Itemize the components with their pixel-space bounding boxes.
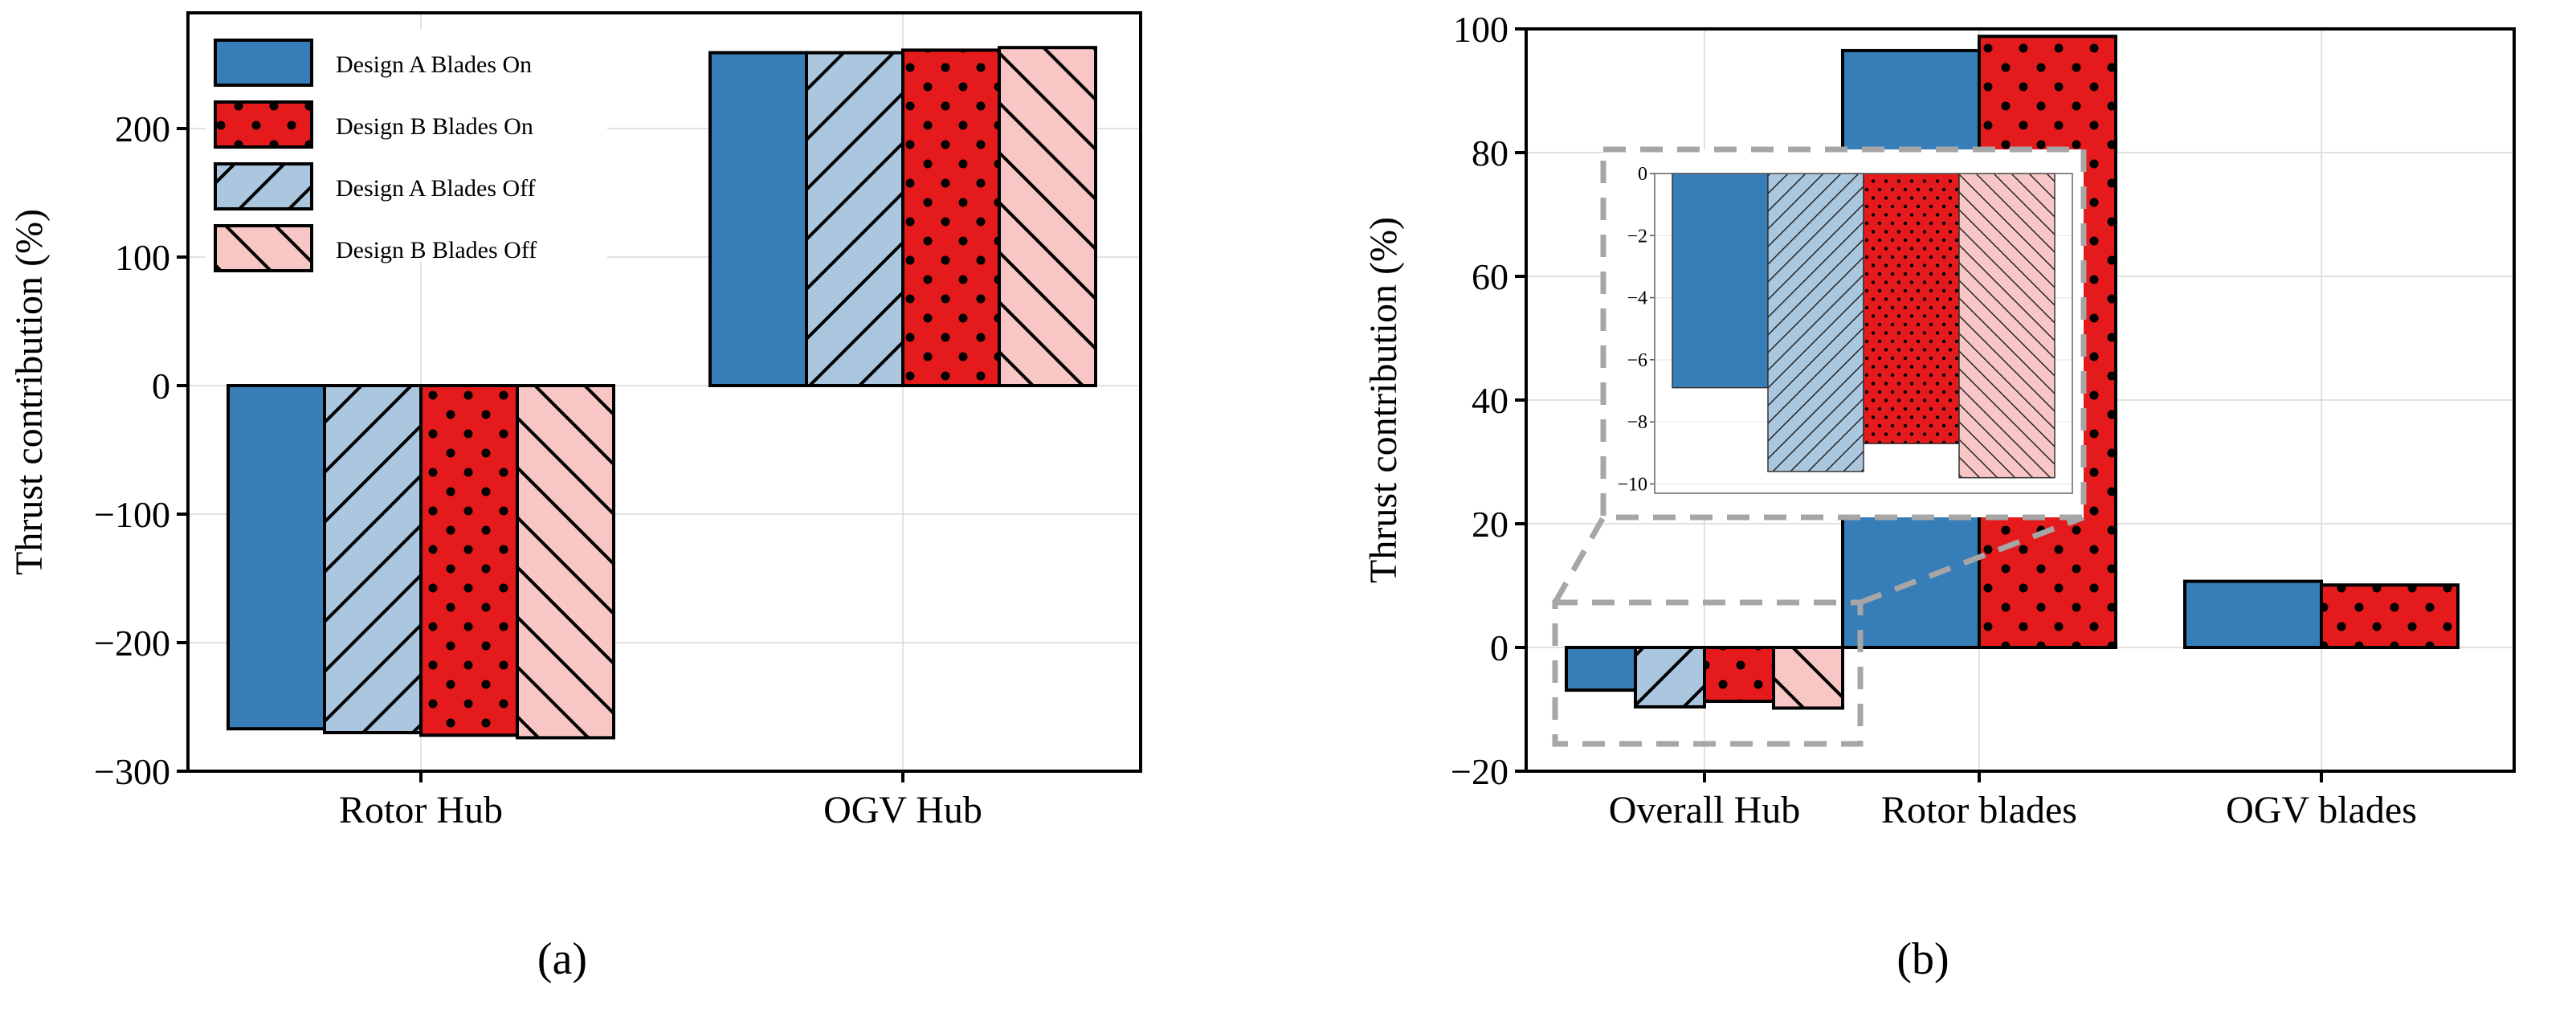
panel-a-chart: 200 100 0 −100 −200 −300 Rotor Hub OGV Hub Thrus… [8,11,1142,984]
bar-2-1-pattern [2321,585,2458,647]
bar-0-2-pattern [1704,647,1774,701]
x-tick-label: Overall Hub [1609,789,1801,831]
y-tick-label: 20 [1472,504,1508,545]
bar-0-0 [1566,647,1635,691]
y-tick-label: 60 [1472,256,1508,297]
bar-1-3-outline [998,46,1097,387]
bar-0-2-pattern [325,386,421,733]
legend-swatch-0 [215,40,312,85]
inset-bar-3-pattern [1959,174,2055,478]
legend-swatch-2-outline [214,162,313,210]
y-tick-label: −300 [94,751,170,792]
inset-bar-1-pattern [1768,174,1864,472]
bar-0-1-pattern [421,386,517,736]
inset-y-tick-label: 0 [1638,164,1647,185]
panel-label: (b) [1896,934,1949,984]
y-axis-label: Thrust contribution (%) [8,209,51,575]
y-tick-label: −100 [94,494,170,535]
axes-frame [186,11,1142,773]
legend-label: Design B Blades On [336,113,533,140]
y-tick-label: 200 [115,108,170,149]
legend-swatch-2-pattern [215,164,312,209]
bar-2-0 [2185,581,2321,647]
bar-0-3-pattern [517,386,614,738]
bar-2-1-outline [2320,583,2460,649]
inset-y-tick-label: −2 [1627,226,1647,247]
x-tick-label: OGV blades [2226,789,2417,831]
legend-label: Design A Blades Off [336,175,536,202]
inset-chart: 0 −2 −4 −6 −8 −10 [1600,146,2087,521]
inset-y-tick-label: −10 [1617,474,1647,495]
y-tick-label: −200 [94,623,170,664]
y-tick-label: 0 [1490,627,1508,668]
y-tick-label: 80 [1472,133,1508,174]
inset-border [1600,146,2087,521]
inset-y-tick-label: −8 [1627,412,1647,433]
legend-swatch-1-pattern [215,102,312,147]
legend-swatch-0-outline [214,39,313,87]
legend-label: Design B Blades Off [336,237,537,263]
legend-swatch-3-outline [214,224,313,272]
zoom-region-box [1552,599,1864,747]
bar-1-3-pattern [999,47,1096,386]
inset-y-tick-label: −4 [1627,288,1647,309]
y-tick-label: 100 [1453,9,1508,50]
x-tick-label: OGV Hub [823,789,982,831]
bar-0-1-pattern [1635,647,1704,707]
y-tick-label: 0 [152,366,170,406]
legend: Design A Blades On Design B Blades On Desi… [206,29,607,272]
inset-axes-frame [1654,173,2073,494]
x-tick-label: Rotor Hub [339,789,503,831]
inset-bar-0 [1672,174,1768,388]
x-tick-label: Rotor blades [1881,789,2077,831]
bar-0-3-outline [516,384,615,740]
legend-label: Design A Blades On [336,51,532,78]
bar-1-2-pattern [806,52,903,386]
bar-1-1-pattern [903,50,999,386]
inset-y-tick-label: −6 [1627,350,1647,371]
bar-0-0 [228,386,325,729]
zoom-connector-right [1859,514,2085,606]
y-tick-label: 40 [1472,380,1508,421]
y-tick-label: 100 [115,237,170,278]
bar-0-3-pattern [1774,647,1843,709]
bar-1-0 [710,52,806,386]
y-axis-label: Thrust contribution (%) [1362,217,1405,583]
bar-0-3-outline [1772,646,1844,710]
legend-swatch-3-pattern [215,226,312,271]
legend-swatch-1-outline [214,100,313,149]
inset-bar-2-pattern [1864,174,1959,444]
zoom-connector-left [1552,516,1606,604]
axes-frame [1525,27,2516,773]
panel-label: (a) [537,934,587,984]
y-tick-label: −20 [1451,751,1508,792]
